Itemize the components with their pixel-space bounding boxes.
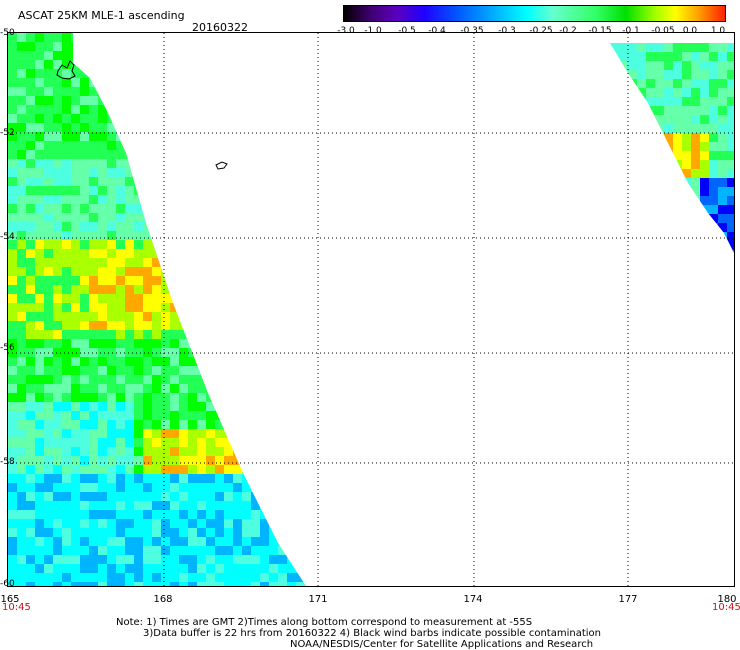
colorbar-label: 1.0 [710, 26, 726, 36]
lat-label: -58 [0, 457, 15, 467]
colorbar-label: -0.4 [428, 26, 446, 36]
colorbar-label: -0.05 [651, 26, 675, 36]
map-panel [7, 32, 735, 587]
note-line-3: NOAA/NESDIS/Center for Satellite Applica… [290, 639, 594, 650]
lon-label: 168 [153, 594, 173, 605]
color-scale-bar [343, 5, 726, 22]
lat-label: -52 [0, 128, 15, 138]
colorbar-label: -3.0 [337, 26, 355, 36]
colorbar-label: -0.2 [559, 26, 577, 36]
colorbar-label: -0.15 [588, 26, 612, 36]
colorbar-label: -0.3 [498, 26, 516, 36]
lon-label: 165 [0, 594, 20, 605]
lat-label: -56 [0, 343, 15, 353]
graticule [8, 33, 734, 586]
note-line-2: 3)Data buffer is 22 hrs from 20160322 4)… [143, 628, 601, 639]
colorbar-label: -0.35 [460, 26, 484, 36]
product-title: ASCAT 25KM MLE-1 ascending [18, 9, 185, 22]
colorbar-label: 0.0 [682, 26, 698, 36]
lat-label: -50 [0, 28, 15, 38]
lat-label: -54 [0, 232, 15, 242]
swath-right [610, 43, 734, 253]
lat-label: -60 [0, 579, 15, 589]
island-outline [56, 60, 228, 170]
colorbar-label: -1.0 [364, 26, 382, 36]
product-date: 20160322 [192, 21, 248, 34]
colorbar-label: -0.25 [529, 26, 553, 36]
colorbar-label: -0.5 [398, 26, 416, 36]
note-line-1: Note: 1) Times are GMT 2)Times along bot… [116, 617, 533, 628]
colorbar-label: -0.1 [622, 26, 640, 36]
lon-label: 171 [308, 594, 328, 605]
lon-label: 180 [717, 594, 737, 605]
time-right: 10:45 [712, 602, 740, 613]
time-left: 10:45 [2, 602, 31, 613]
lon-label: 177 [618, 594, 638, 605]
map-canvas [8, 33, 734, 586]
lon-label: 174 [463, 594, 483, 605]
swath-left [8, 33, 306, 586]
